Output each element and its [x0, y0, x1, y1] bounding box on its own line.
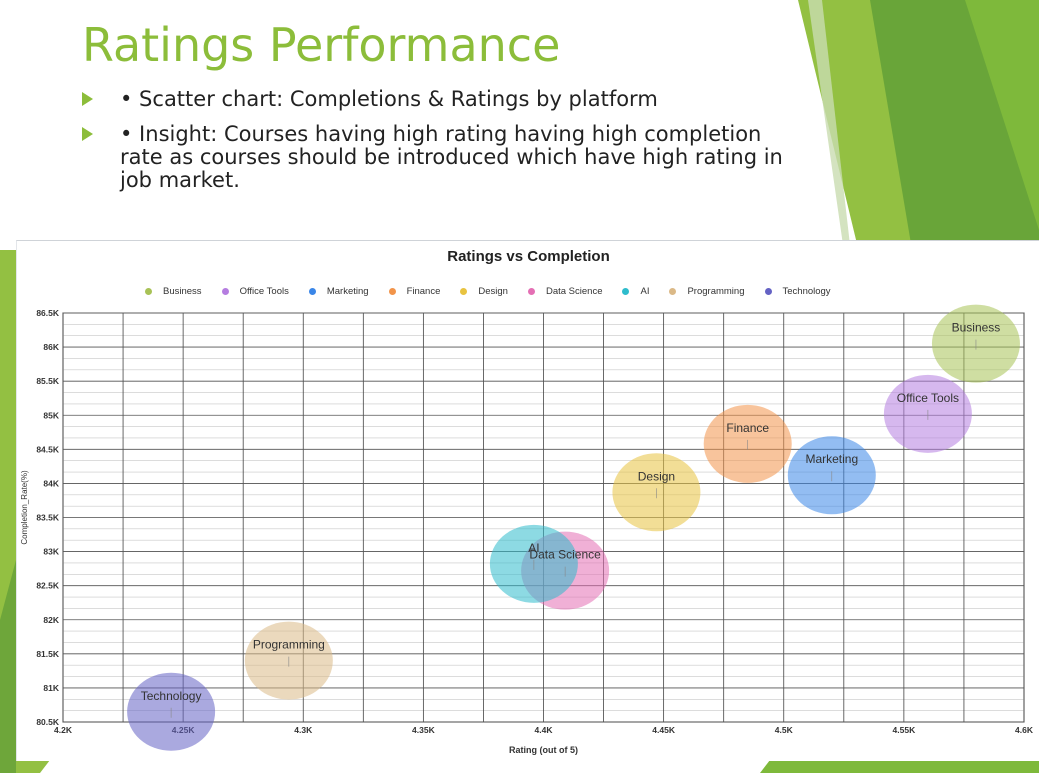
legend-label: Finance	[406, 286, 441, 297]
bullet-arrow-icon	[82, 92, 93, 106]
legend-item: Business	[145, 286, 202, 297]
bullet-list: • Scatter chart: Completions & Ratings b…	[82, 88, 802, 204]
y-tick-label: 81.5K	[36, 649, 60, 659]
legend-label: Programming	[687, 286, 745, 297]
legend-dot-icon	[221, 288, 229, 295]
chart-panel: Ratings vs Completion Business Office Too…	[16, 240, 1039, 761]
y-axis-title: Completion_Rate(%)	[20, 470, 29, 545]
data-label: Design	[638, 469, 675, 483]
x-tick-label: 4.3K	[294, 725, 313, 735]
legend-label: AI	[640, 286, 650, 297]
y-tick-label: 86.5K	[36, 308, 60, 318]
x-tick-label: 4.55K	[893, 725, 917, 735]
x-tick-label: 4.5K	[775, 725, 794, 735]
legend-dot-icon	[764, 288, 772, 295]
data-label: Office Tools	[897, 391, 959, 405]
legend-label: Data Science	[545, 286, 603, 297]
x-tick-label: 4.4K	[535, 725, 554, 735]
legend-dot-icon	[460, 288, 468, 295]
x-tick-label: 4.35K	[412, 725, 436, 735]
data-label: Programming	[253, 638, 325, 652]
y-tick-label: 83.5K	[36, 513, 60, 523]
data-label: Data Science	[529, 548, 601, 562]
y-tick-label: 85K	[43, 410, 59, 420]
y-tick-label: 86K	[43, 342, 59, 352]
legend-item: Programming	[669, 286, 745, 297]
x-tick-label: 4.45K	[652, 725, 676, 735]
y-tick-label: 85.5K	[36, 376, 60, 386]
legend-item: Technology	[764, 286, 831, 297]
y-tick-label: 81K	[43, 683, 59, 693]
legend-item: Finance	[388, 286, 441, 297]
x-tick-label: 4.6K	[1015, 725, 1034, 735]
bullet-item: • Insight: Courses having high rating ha…	[82, 123, 802, 192]
legend-label: Business	[163, 286, 202, 297]
data-label: Marketing	[805, 452, 858, 466]
x-axis-title: Rating (out of 5)	[509, 745, 578, 755]
bullet-text: • Insight: Courses having high rating ha…	[120, 122, 783, 192]
chart-legend: Business Office Tools Marketing Finance Desi…	[145, 286, 851, 297]
bullet-item: • Scatter chart: Completions & Ratings b…	[82, 88, 802, 111]
y-tick-label: 82.5K	[36, 581, 60, 591]
y-tick-label: 84K	[43, 478, 59, 488]
y-tick-label: 84.5K	[36, 444, 60, 454]
scatter-chart: 80.5K 81K 81.5K 82K 82.5K 83K 83.5K 84K 84.5K 85K…	[20, 304, 1034, 755]
chart-title: Ratings vs Completion	[447, 248, 610, 265]
legend-dot-icon	[622, 288, 630, 295]
bullet-arrow-icon	[82, 127, 93, 141]
legend-dot-icon	[669, 288, 677, 295]
legend-dot-icon	[527, 288, 535, 295]
y-tick-label: 82K	[43, 615, 59, 625]
legend-label: Technology	[782, 286, 831, 297]
x-tick-label: 4.2K	[54, 725, 73, 735]
data-label: Finance	[726, 421, 769, 435]
legend-dot-icon	[388, 288, 396, 295]
data-label: Technology	[141, 689, 202, 703]
data-label: AI	[528, 541, 539, 555]
bullet-text: • Scatter chart: Completions & Ratings b…	[120, 87, 658, 111]
legend-item: Office Tools	[221, 286, 289, 297]
slide-title: Ratings Performance	[82, 18, 561, 72]
legend-item: AI	[622, 286, 649, 297]
y-tick-label: 80.5K	[36, 717, 60, 727]
legend-item: Data Science	[527, 286, 603, 297]
data-label: Business	[952, 321, 1001, 335]
legend-label: Design	[478, 286, 508, 297]
y-tick-label: 83K	[43, 547, 59, 557]
legend-dot-icon	[308, 288, 316, 295]
legend-dot-icon	[145, 288, 152, 295]
legend-label: Office Tools	[239, 286, 289, 297]
legend-item: Design	[460, 286, 508, 297]
legend-label: Marketing	[326, 286, 369, 297]
legend-item: Marketing	[308, 286, 369, 297]
